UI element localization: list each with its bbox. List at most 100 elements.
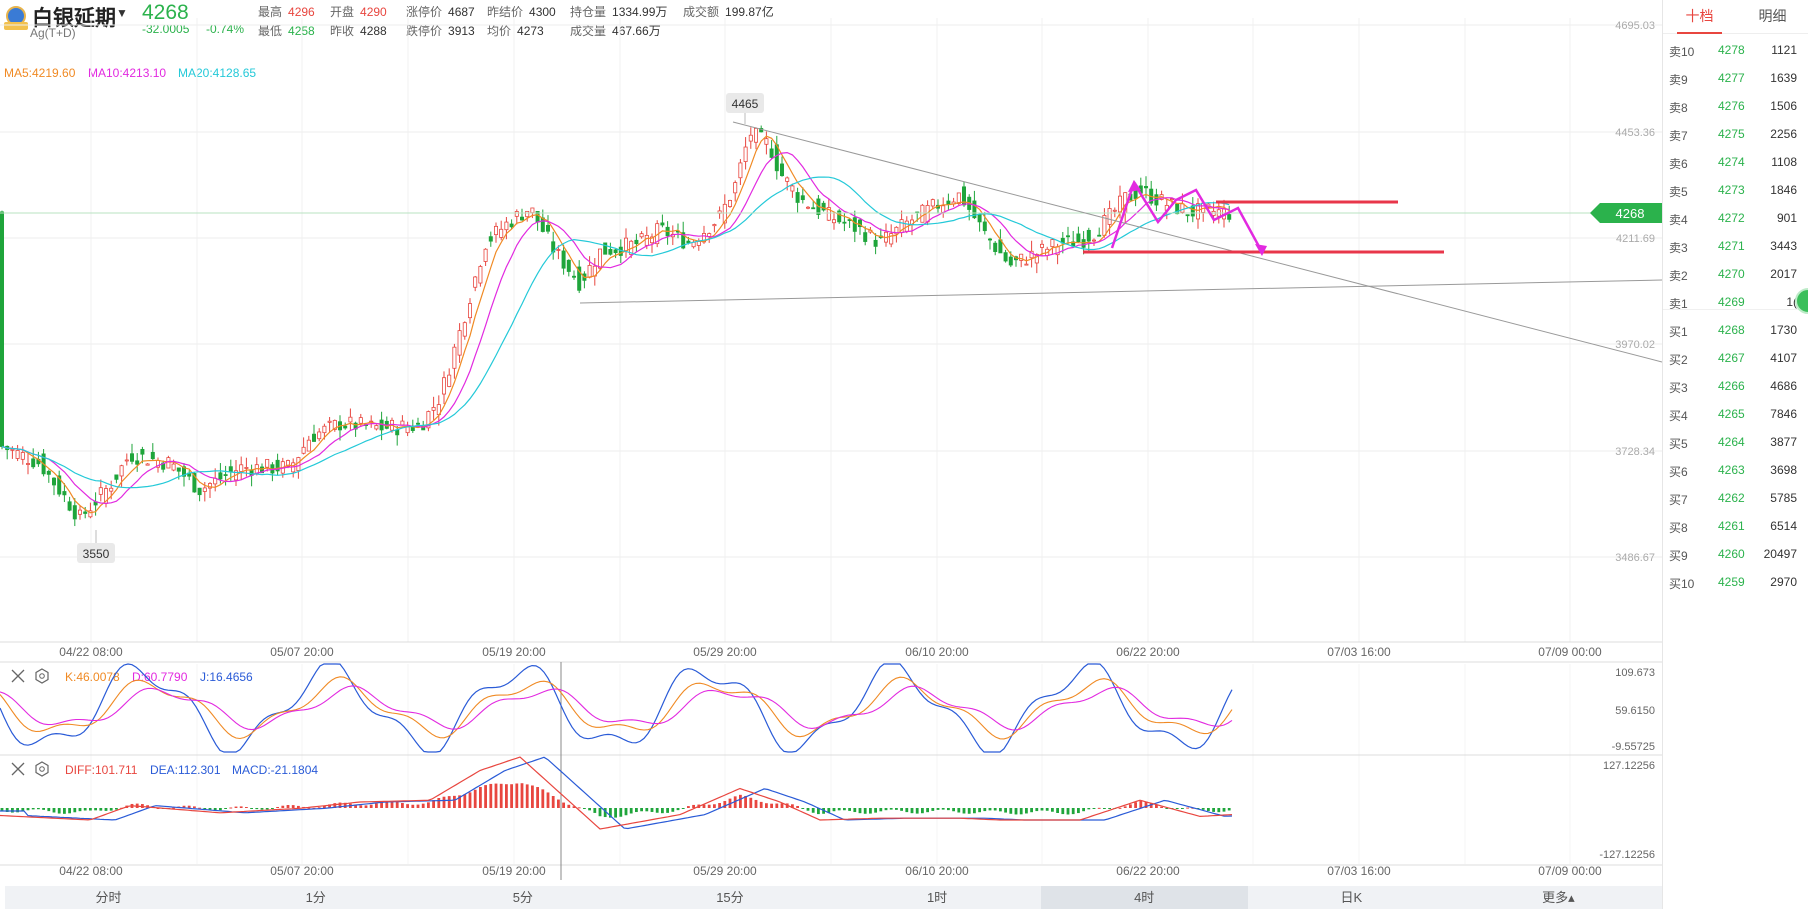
macd-bar <box>26 808 30 811</box>
bid-level[interactable]: 买10 4259 2970 <box>1669 575 1797 591</box>
instrument-name[interactable]: 白银延期 <box>32 7 116 30</box>
ask-level[interactable]: 卖5 4273 1846 <box>1669 183 1797 199</box>
macd-bar <box>1087 808 1091 810</box>
macd-bar <box>468 792 472 808</box>
macd-bar <box>1019 808 1023 815</box>
ask-level[interactable]: 卖8 4276 1506 <box>1669 99 1797 115</box>
close-icon <box>11 669 25 683</box>
y-tick-label: 3486.67 <box>1615 552 1655 564</box>
period-button[interactable]: 日K <box>1340 890 1363 905</box>
macd-bar <box>869 808 872 814</box>
macd-bar <box>900 808 903 811</box>
candle-body <box>150 451 155 460</box>
candle-body <box>197 487 202 496</box>
tab-ten-levels[interactable]: 十档 <box>1663 0 1736 34</box>
x-tick-label: 06/10 20:00 <box>905 864 969 878</box>
candle-body <box>790 185 795 192</box>
candle-body <box>1144 186 1149 189</box>
bid-level[interactable]: 买8 4261 6514 <box>1669 519 1797 535</box>
candle-body <box>806 206 811 209</box>
candle-body <box>358 417 363 424</box>
ask-level[interactable]: 卖9 4277 1639 <box>1669 71 1797 87</box>
macd-bar <box>281 805 285 808</box>
macd-bar <box>754 799 758 808</box>
ask-level[interactable]: 卖7 4275 2256 <box>1669 127 1797 143</box>
macd-bar <box>827 808 831 813</box>
order-book-tabs: 十档 明细 <box>1663 0 1808 34</box>
stat-row2-item: 成交量 467.66万 <box>570 24 661 38</box>
candle-body <box>1076 233 1081 243</box>
candle-body <box>681 232 686 249</box>
user-drawings[interactable]: 4268 <box>0 121 1662 363</box>
macd-bar <box>73 808 77 813</box>
bid-level[interactable]: 买3 4266 4686 <box>1669 379 1797 395</box>
candle-body <box>447 374 452 387</box>
candle-body <box>520 216 525 221</box>
ask-level[interactable]: 卖6 4274 1108 <box>1669 155 1797 171</box>
bid-level[interactable]: 买2 4267 4107 <box>1669 351 1797 367</box>
ask-level[interactable]: 卖1 4269 1( <box>1669 295 1797 311</box>
candle-body <box>259 466 264 474</box>
period-button[interactable]: 1分 <box>305 890 326 905</box>
macd-bar <box>94 808 97 811</box>
candle-body <box>525 210 530 218</box>
candle-body <box>452 346 457 369</box>
bid-level[interactable]: 买5 4264 3877 <box>1669 435 1797 451</box>
tab-details[interactable]: 明细 <box>1758 8 1787 24</box>
macd-bar <box>629 808 633 814</box>
macd-bar <box>11 808 14 813</box>
candle-body <box>561 250 566 269</box>
macd-bar <box>645 808 649 812</box>
macd-bar <box>1165 808 1169 809</box>
macd-bar <box>375 803 378 808</box>
candle-body <box>1112 209 1117 212</box>
macd-bar <box>837 808 841 811</box>
kdj-d-line <box>0 685 1233 731</box>
macd-bar <box>1014 808 1018 815</box>
macd-bar <box>817 808 820 815</box>
macd-bar <box>713 804 716 808</box>
period-button[interactable]: 15分 <box>716 890 744 905</box>
bid-level[interactable]: 买6 4263 3698 <box>1669 463 1797 479</box>
macd-bar <box>1066 808 1070 815</box>
macd-bar <box>635 808 638 813</box>
candle-body <box>889 233 894 245</box>
candle-body <box>109 487 114 492</box>
bid-level[interactable]: 买7 4262 5785 <box>1669 491 1797 507</box>
macd-bar <box>988 808 992 811</box>
period-button[interactable]: 更多▴ <box>1542 890 1575 905</box>
bid-level[interactable]: 买9 4260 20497 <box>1669 547 1797 563</box>
period-button[interactable]: 4时 <box>1040 886 1248 909</box>
macd-bar <box>973 808 976 814</box>
macd-bar <box>957 808 961 813</box>
candle-body <box>566 259 571 272</box>
period-button[interactable]: 分时 <box>95 890 122 905</box>
bid-level[interactable]: 买4 4265 7846 <box>1669 407 1797 423</box>
macd-bar <box>879 808 883 812</box>
macd-bar <box>193 806 196 808</box>
macd-bar <box>583 808 586 809</box>
instrument-dropdown-icon[interactable]: ▼ <box>116 6 128 20</box>
stat-row1-item: 开盘 4290 <box>330 5 387 19</box>
macd-bar <box>848 808 851 811</box>
current-price-text: 4268 <box>1616 206 1645 221</box>
macd-bar <box>1009 808 1013 814</box>
candlestick-chart[interactable]: 4268 K:46.0078 D:60.7790 J:16.4656 109.673 5… <box>0 0 1662 886</box>
ask-level[interactable]: 卖4 4272 901 <box>1669 211 1797 227</box>
candle-body <box>181 466 186 477</box>
period-button[interactable]: 5分 <box>512 890 533 905</box>
period-button[interactable]: 1时 <box>926 890 948 905</box>
candle-body <box>660 222 665 226</box>
macd-bar <box>1123 806 1127 808</box>
kdj-j-line <box>0 663 1233 753</box>
macd-bar <box>863 808 867 814</box>
candle-body <box>530 207 535 214</box>
ask-level[interactable]: 卖2 4270 2017 <box>1669 267 1797 283</box>
ask-level[interactable]: 卖10 4278 1121 <box>1669 43 1797 59</box>
ask-level[interactable]: 卖3 4271 3443 <box>1669 239 1797 255</box>
candle-body <box>20 452 25 460</box>
macd-bar <box>598 808 602 817</box>
candle-body <box>31 458 36 468</box>
macd-bar <box>1108 808 1111 809</box>
bid-level[interactable]: 买1 4268 1730 <box>1669 323 1797 339</box>
